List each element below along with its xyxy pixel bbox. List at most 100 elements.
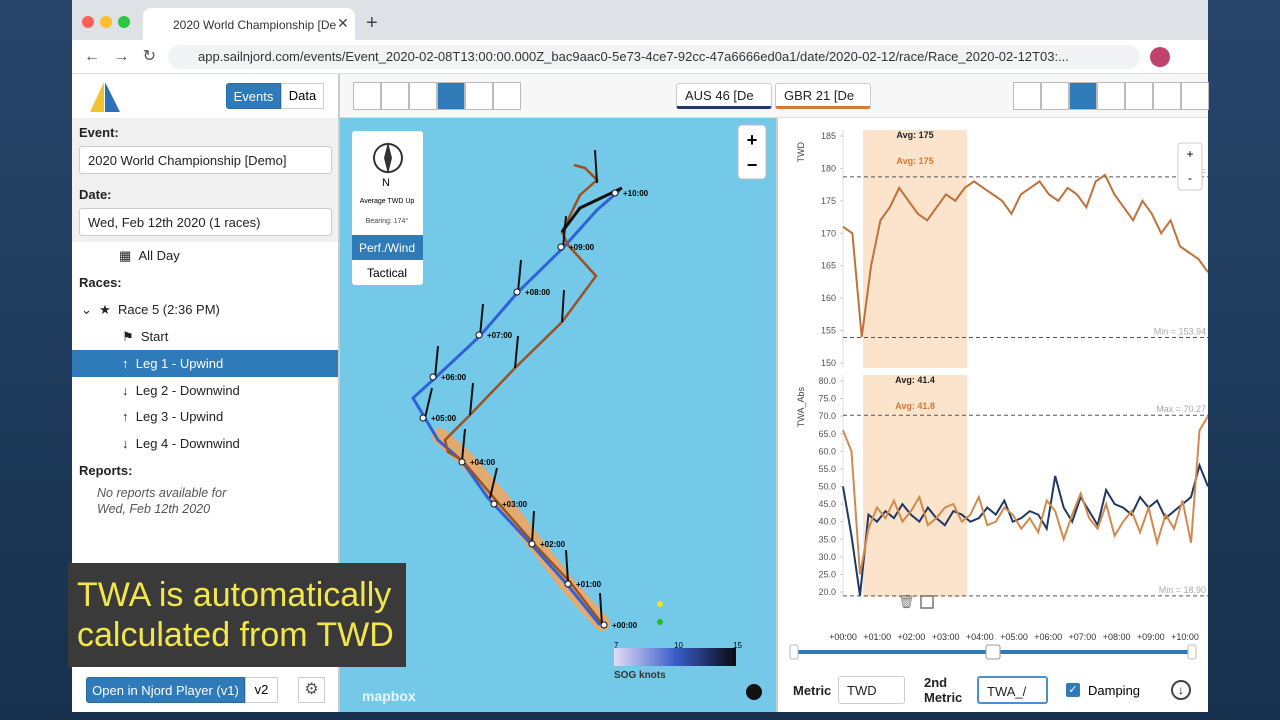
waypoint (528, 540, 536, 548)
sog-tick: 15 (733, 641, 742, 650)
slider-handle (985, 644, 1001, 660)
close-dot[interactable] (82, 16, 94, 28)
leg-row[interactable]: ↓ Leg 4 - Downwind (122, 436, 240, 451)
max-dot[interactable] (118, 16, 130, 28)
y-label: TWD (796, 142, 806, 163)
slider-end (789, 644, 799, 660)
y-tick-label: 70.0 (818, 411, 836, 421)
y-tick-label: 155 (821, 326, 836, 336)
settings[interactable]: ⚙ (298, 677, 325, 703)
leg-row[interactable]: ↑ Leg 3 - Upwind (122, 409, 224, 424)
min-dot[interactable] (100, 16, 112, 28)
y-tick-label: 170 (821, 228, 836, 238)
waypoint (600, 621, 608, 629)
view-btn[interactable] (437, 82, 465, 110)
new-tab[interactable]: + (366, 12, 378, 34)
info[interactable] (746, 684, 762, 700)
track-end (560, 186, 623, 233)
y-tick-label: 60.0 (818, 446, 836, 456)
all-day[interactable]: ▦ All Day (119, 248, 180, 263)
event-select[interactable]: 2020 World Championship [Demo] (79, 146, 332, 174)
date-select[interactable]: Wed, Feb 12th 2020 (1 races) (79, 208, 332, 236)
download[interactable]: ↓ (1171, 680, 1191, 700)
nav-buttons[interactable]: ← → ↻ (84, 48, 157, 65)
timestamp: +00:00 (612, 621, 638, 630)
avg-label: Avg: 175 (896, 156, 933, 166)
slider-end (1187, 644, 1197, 660)
x-tick-label: +04:00 (966, 632, 994, 642)
race: Race 5 (2:36 PM) (118, 302, 220, 317)
y-tick-label: 175 (821, 196, 836, 206)
metric2: TWA_/ (987, 684, 1027, 699)
view-btn[interactable] (465, 82, 493, 110)
chart-btn[interactable] (1125, 82, 1153, 110)
metric2-select[interactable]: TWA_/ (977, 676, 1048, 704)
zoom-out[interactable]: − (747, 155, 758, 175)
compass-caption: Average TWD Up (360, 198, 415, 205)
zoom-in[interactable]: + (747, 130, 758, 150)
y-tick-label: 75.0 (818, 394, 836, 404)
leg-row[interactable]: ⚑ Start (122, 329, 169, 344)
mode: Perf./Wind (359, 241, 415, 255)
caption: TWA is automatically calculated from TWD (68, 563, 406, 667)
y-tick-label: 80.0 (818, 376, 836, 386)
waypoint (429, 373, 437, 381)
tab-close[interactable]: ✕ (337, 15, 349, 31)
sog-tick: 10 (674, 641, 683, 650)
waypoint (475, 331, 483, 339)
boat: AUS 46 [De (685, 88, 754, 103)
chart-btn[interactable] (1069, 82, 1097, 110)
metric-label: Metric (793, 683, 832, 698)
view-btn[interactable] (353, 82, 381, 110)
mode-btn[interactable] (352, 235, 423, 260)
avg-label: Avg: 175 (896, 130, 933, 140)
tab[interactable]: 2020 World Championship [De (143, 8, 355, 40)
view-btn[interactable] (381, 82, 409, 110)
boat-select[interactable]: GBR 21 [De (775, 83, 871, 109)
chart-panel: TWD150155160165170175180185Max =Min = 15… (789, 130, 1208, 660)
mark (657, 619, 663, 625)
waypoint (564, 580, 572, 588)
view-btn[interactable] (409, 82, 437, 110)
open-player[interactable]: Open in Njord Player (v1) (86, 677, 245, 703)
x-tick-label: +08:00 (1103, 632, 1131, 642)
wind-sticks (424, 149, 603, 626)
y-tick-label: 185 (821, 131, 836, 141)
damping-check[interactable]: ✓ (1066, 683, 1080, 697)
chart-zoom-label: - (1188, 171, 1192, 185)
chart-btn[interactable] (1181, 82, 1209, 110)
leg: Leg 2 - Downwind (135, 383, 240, 398)
view-buttons (353, 82, 521, 110)
y-tick-label: 65.0 (818, 429, 836, 439)
waypoint (419, 414, 427, 422)
chart-btn[interactable] (1041, 82, 1069, 110)
boat-select[interactable]: AUS 46 [De (676, 83, 772, 109)
chart-btn[interactable] (1153, 82, 1181, 110)
timestamp: +04:00 (470, 458, 496, 467)
profile[interactable] (1150, 47, 1170, 67)
leg: Leg 3 - Upwind (135, 409, 224, 424)
y-tick-label: 45.0 (818, 499, 836, 509)
zoom-box[interactable] (737, 124, 767, 180)
data-tab[interactable]: Data (281, 83, 324, 109)
y-tick-label: 40.0 (818, 517, 836, 527)
v2-button[interactable]: v2 (245, 677, 278, 703)
leg-row[interactable]: ↓ Leg 2 - Downwind (122, 383, 240, 398)
leg-row[interactable]: ↑ Leg 1 - Upwind (72, 350, 338, 377)
avg-label: Avg: 41.4 (895, 375, 935, 385)
boat: GBR 21 [De (784, 88, 855, 103)
url: app.sailnjord.com/events/Event_2020-02-0… (198, 49, 1069, 64)
events-tab[interactable]: Events (226, 83, 281, 109)
x-tick-label: +09:00 (1137, 632, 1165, 642)
chart-btn[interactable] (1013, 82, 1041, 110)
leg: Leg 4 - Downwind (135, 436, 240, 451)
view-btn[interactable] (493, 82, 521, 110)
series-line (842, 173, 1208, 338)
url-field[interactable]: app.sailnjord.com/events/Event_2020-02-0… (168, 45, 1140, 69)
chart-btn[interactable] (1097, 82, 1125, 110)
waypoint (557, 243, 565, 251)
race-row[interactable]: ⌄ ★ Race 5 (2:36 PM) (81, 302, 220, 317)
y-label: TWA_Abs (796, 387, 806, 428)
metric-select[interactable]: TWD (838, 676, 905, 704)
timestamp: +03:00 (502, 500, 528, 509)
